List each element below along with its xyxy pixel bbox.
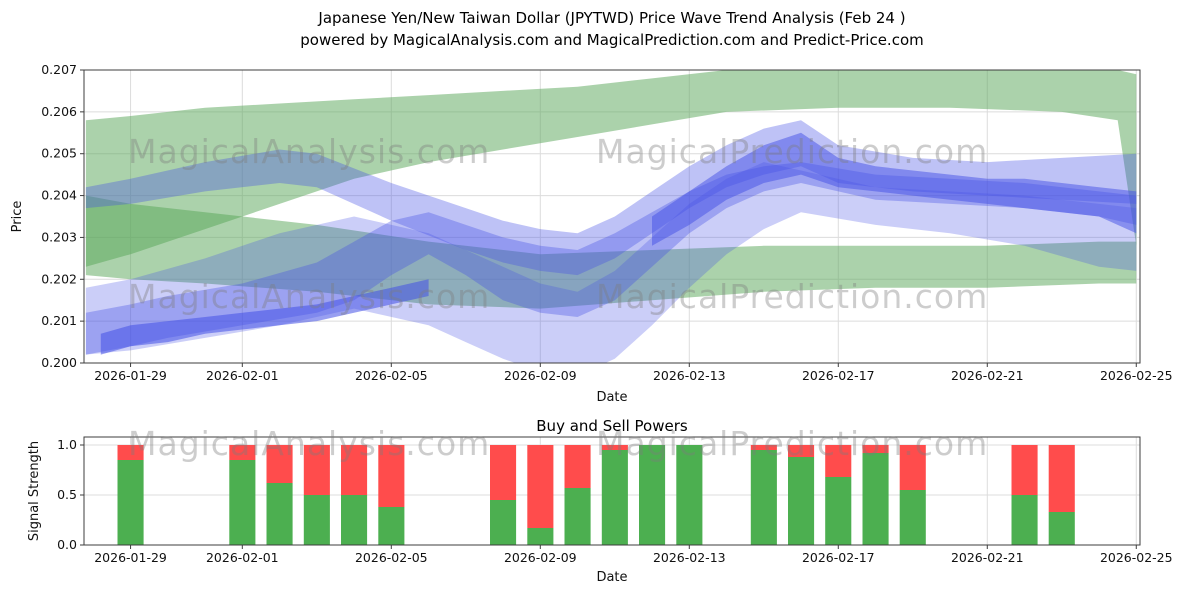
bar-buy-power	[341, 495, 368, 545]
signal-chart-plot-area	[117, 445, 1075, 545]
bar-buy-power	[1048, 512, 1075, 545]
axes-frame	[83, 69, 1141, 364]
y-tick-label: 0.205	[41, 146, 77, 161]
y-tick-label: 0.207	[41, 62, 77, 77]
bar-buy-power	[862, 453, 889, 545]
bar-buy-power	[564, 488, 591, 545]
y-tick-label: 1.0	[57, 437, 77, 452]
signal-chart-title: Buy and Sell Powers	[536, 417, 688, 435]
bar-buy-power	[899, 490, 926, 545]
y-tick-label: 0.206	[41, 104, 77, 119]
x-tick-label: 2026-02-05	[355, 550, 428, 565]
bar-buy-power	[676, 445, 703, 545]
band-blue-dark-core-right	[652, 132, 1137, 246]
bar-buy-power	[788, 457, 815, 545]
bar-sell-power	[341, 445, 368, 495]
bar-buy-power	[750, 450, 777, 545]
x-axis-label: Date	[596, 570, 627, 585]
axes-frame	[83, 436, 1141, 546]
bar-buy-power	[601, 450, 628, 545]
bar-sell-power	[899, 445, 926, 490]
band-blue-rising-wave	[85, 162, 1137, 355]
y-tick-label: 0.200	[41, 355, 77, 370]
bar-sell-power	[601, 445, 628, 450]
x-tick-label: 2026-02-25	[1100, 550, 1173, 565]
bar-buy-power	[303, 495, 330, 545]
band-blue-light-fan	[85, 162, 1137, 363]
x-tick-label: 2026-02-25	[1100, 368, 1173, 383]
bar-sell-power	[1048, 445, 1075, 512]
x-tick-label: 2026-01-29	[94, 550, 167, 565]
bar-sell-power	[825, 445, 852, 477]
price-chart: 2026-01-29 2026-02-01 2026-02-05 2026-02-09…	[10, 62, 1173, 405]
price-chart-plot-area	[85, 70, 1137, 363]
x-tick-label: 2026-02-21	[951, 368, 1024, 383]
bar-sell-power	[862, 445, 889, 453]
bar-buy-power	[639, 445, 666, 545]
bar-sell-power	[490, 445, 517, 500]
band-blue-upper-wave	[85, 120, 1137, 276]
bar-sell-power	[527, 445, 554, 528]
bar-buy-power	[378, 507, 405, 545]
x-tick-label: 2026-02-17	[802, 550, 875, 565]
bar-buy-power	[1011, 495, 1038, 545]
bar-sell-power	[266, 445, 293, 483]
x-tick-label: 2026-02-21	[951, 550, 1024, 565]
x-tick-label: 2026-02-13	[653, 550, 726, 565]
y-axis-label: Signal Strength	[27, 441, 42, 541]
x-tick-label: 2026-02-05	[355, 368, 428, 383]
y-tick-label: 0.202	[41, 271, 77, 286]
bar-buy-power	[490, 500, 517, 545]
x-tick-label: 2026-02-13	[653, 368, 726, 383]
bar-sell-power	[378, 445, 405, 507]
y-tick-label: 0.201	[41, 313, 77, 328]
bar-sell-power	[788, 445, 815, 457]
bar-sell-power	[1011, 445, 1038, 495]
x-tick-label: 2026-02-09	[504, 368, 577, 383]
bar-buy-power	[117, 460, 144, 545]
x-tick-label: 2026-01-29	[94, 368, 167, 383]
band-blue-dark-core-left	[100, 279, 429, 355]
band-green-lower-trend	[85, 195, 1137, 309]
signal-chart: 2026-01-29 2026-02-01 2026-02-05 2026-02-09…	[27, 436, 1173, 585]
x-tick-label: 2026-02-09	[504, 550, 577, 565]
bar-buy-power	[266, 483, 293, 545]
bar-sell-power	[303, 445, 330, 495]
x-tick-label: 2026-02-17	[802, 368, 875, 383]
y-tick-label: 0.204	[41, 188, 77, 203]
y-tick-label: 0.5	[57, 487, 77, 502]
bar-sell-power	[229, 445, 256, 460]
y-tick-label: 0.203	[41, 229, 77, 244]
y-tick-label: 0.0	[57, 537, 77, 552]
y-axis-label: Price	[10, 201, 25, 233]
x-axis-label: Date	[596, 390, 627, 405]
bar-sell-power	[117, 445, 144, 460]
bar-sell-power	[564, 445, 591, 488]
page-subtitle: powered by MagicalAnalysis.com and Magic…	[300, 31, 924, 49]
x-tick-label: 2026-02-01	[206, 368, 279, 383]
bar-buy-power	[229, 460, 256, 545]
x-tick-label: 2026-02-01	[206, 550, 279, 565]
page-title: Japanese Yen/New Taiwan Dollar (JPYTWD) …	[318, 9, 906, 27]
bar-buy-power	[825, 477, 852, 545]
band-green-upper-trend	[85, 70, 1137, 267]
bar-buy-power	[527, 528, 554, 545]
bar-sell-power	[750, 445, 777, 450]
